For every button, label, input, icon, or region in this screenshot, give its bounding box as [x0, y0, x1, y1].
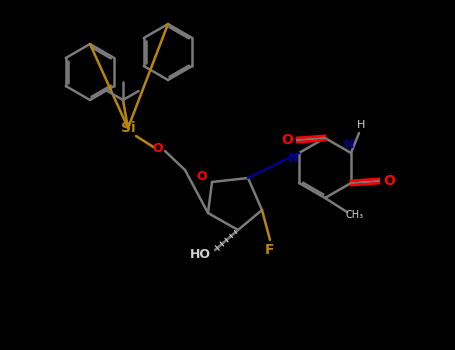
Text: N: N — [288, 152, 298, 164]
Text: O: O — [153, 141, 163, 154]
Text: O: O — [383, 174, 395, 188]
Text: O: O — [197, 169, 207, 182]
Text: F: F — [265, 243, 275, 257]
Text: Si: Si — [121, 121, 135, 135]
Text: H: H — [357, 120, 365, 130]
Text: HO: HO — [189, 248, 211, 261]
Text: CH₃: CH₃ — [346, 210, 364, 220]
Text: O: O — [281, 133, 293, 147]
Text: N: N — [344, 139, 354, 152]
